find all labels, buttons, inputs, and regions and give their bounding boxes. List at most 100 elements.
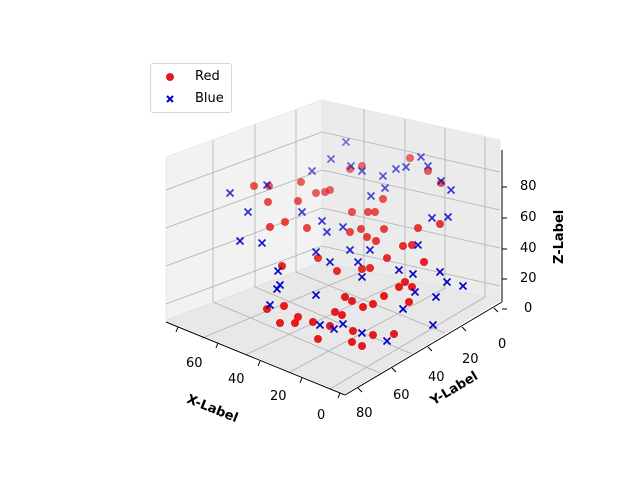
red-data-point (383, 254, 391, 262)
red-data-point (359, 303, 367, 311)
red-data-point (436, 220, 444, 228)
red-data-point (358, 342, 366, 350)
blue-data-point (398, 304, 408, 314)
red-data-point (369, 331, 377, 339)
blue-data-point (297, 207, 307, 217)
red-data-point (405, 298, 413, 306)
blue-data-point (326, 154, 336, 164)
red-data-point (366, 264, 374, 272)
blue-data-point (408, 269, 418, 279)
blue-data-point (416, 152, 426, 162)
red-data-point (264, 198, 272, 206)
blue-data-point (353, 257, 363, 267)
blue-data-point (257, 238, 267, 248)
blue-data-point (427, 213, 437, 223)
y-tick-label: 20 (462, 352, 479, 367)
blue-data-point (357, 166, 367, 176)
red-data-point (380, 292, 388, 300)
blue-data-point (346, 161, 356, 171)
red-data-point (380, 225, 388, 233)
blue-data-point (391, 164, 401, 174)
blue-data-point (329, 324, 339, 334)
blue-data-point (235, 236, 245, 246)
red-data-point (314, 254, 322, 262)
red-data-point (372, 237, 380, 245)
red-data-point (364, 208, 372, 216)
z-tick-label: 0 (524, 301, 533, 316)
red-data-point (303, 224, 311, 232)
red-data-point (281, 218, 289, 226)
red-data-point (338, 311, 346, 319)
red-data-point (348, 297, 356, 305)
x-tick-label: 60 (186, 356, 203, 371)
red-data-point (420, 258, 428, 266)
red-data-point (312, 189, 320, 197)
red-data-point (314, 335, 322, 343)
blue-data-point (394, 265, 404, 275)
red-data-point (341, 293, 349, 301)
red-data-point (437, 179, 445, 187)
z-tick-label: 60 (520, 210, 537, 225)
red-data-point (297, 178, 305, 186)
red-data-point (309, 318, 317, 326)
blue-data-point (431, 292, 441, 302)
red-data-point (346, 228, 354, 236)
red-data-point (406, 154, 414, 162)
red-data-point (294, 313, 302, 321)
grid-lines (165, 109, 501, 390)
blue-data-point (436, 176, 446, 186)
blue-data-point (382, 336, 392, 346)
legend-label-blue: Blue (195, 91, 224, 106)
blue-data-point (338, 319, 348, 329)
blue-data-point (311, 290, 321, 300)
red-data-point (390, 330, 398, 338)
red-data-point (357, 225, 365, 233)
blue-data-point (366, 191, 376, 201)
red-data-point (363, 233, 371, 241)
red-data-point (358, 265, 366, 273)
red-data-point (294, 197, 302, 205)
x-tick-label: 40 (228, 372, 245, 387)
blue-data-point (458, 281, 468, 291)
blue-data-point (325, 257, 335, 267)
series-red-points (250, 154, 445, 350)
blue-data-point (442, 277, 452, 287)
blue-data-point (435, 267, 445, 277)
x-tick-label: 0 (317, 408, 326, 423)
blue-data-point (357, 328, 367, 338)
red-data-point (333, 267, 341, 275)
red-data-point (349, 327, 357, 335)
blue-data-point (401, 162, 411, 172)
red-data-point (266, 223, 274, 231)
blue-data-point (273, 266, 283, 276)
blue-data-point (307, 166, 317, 176)
y-tick-label: 80 (356, 406, 373, 421)
blue-data-point (243, 207, 253, 217)
red-data-point (276, 319, 284, 327)
blue-data-point (317, 216, 327, 226)
y-tick-label: 40 (428, 370, 445, 385)
red-data-point (379, 195, 387, 203)
legend: Red Blue (150, 63, 232, 113)
blue-data-point (262, 180, 272, 190)
y-tick-label: 0 (498, 337, 507, 352)
y-tick-label: 60 (393, 388, 410, 403)
red-data-point (326, 186, 334, 194)
red-data-point (348, 338, 356, 346)
legend-item-red: Red (151, 67, 231, 87)
red-data-point (250, 182, 258, 190)
blue-data-point (225, 188, 235, 198)
blue-data-point (428, 320, 438, 330)
blue-data-point (345, 245, 355, 255)
blue-data-point (443, 212, 453, 222)
red-data-point (348, 208, 356, 216)
legend-item-blue: Blue (151, 89, 231, 109)
z-tick-label: 40 (520, 241, 537, 256)
red-data-point (408, 241, 416, 249)
red-data-point (399, 242, 407, 250)
legend-label-red: Red (195, 69, 220, 84)
series-blue-points (225, 137, 468, 346)
axis-lines (165, 150, 507, 399)
red-data-point (280, 302, 288, 310)
